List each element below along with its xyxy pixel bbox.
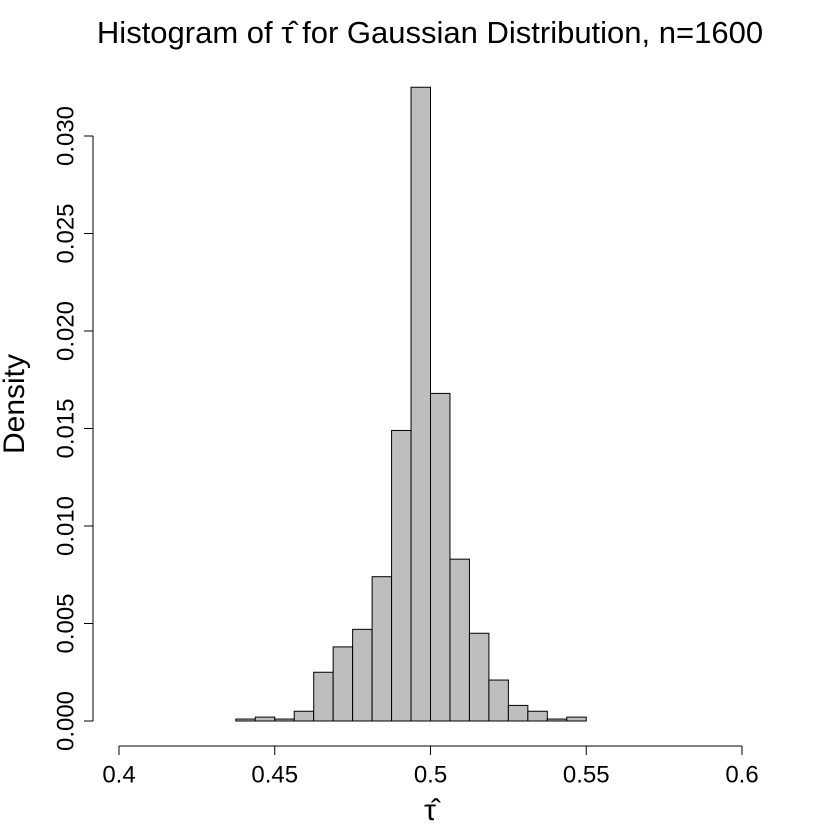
bar xyxy=(468,632,490,722)
y-tick-label: 0.025 xyxy=(52,203,79,263)
y-tick-label: 0.030 xyxy=(52,106,79,166)
bar xyxy=(254,716,276,722)
bar xyxy=(235,718,256,722)
bar xyxy=(371,576,393,722)
bar xyxy=(391,429,412,722)
x-tick-label: 0.4 xyxy=(102,761,135,788)
bar xyxy=(527,710,548,722)
y-tick-label: 0.000 xyxy=(52,691,79,751)
bar xyxy=(566,716,587,722)
y-axis-label: Density xyxy=(0,354,31,454)
x-tick-label: 0.45 xyxy=(251,761,298,788)
bar xyxy=(313,671,334,722)
x-tick-label: 0.55 xyxy=(563,761,610,788)
y-tick-label: 0.010 xyxy=(52,496,79,556)
bar xyxy=(332,646,354,722)
x-axis-label: τ̂ xyxy=(424,794,441,827)
bar xyxy=(488,679,509,722)
bar xyxy=(430,392,451,722)
bar xyxy=(352,628,373,722)
y-tick-label: 0.020 xyxy=(52,301,79,361)
chart-title: Histogram of τ̂ for Gaussian Distributio… xyxy=(97,15,763,50)
bar xyxy=(449,558,470,722)
bar xyxy=(293,710,315,722)
y-tick-label: 0.005 xyxy=(52,593,79,653)
bar xyxy=(507,704,529,722)
bar xyxy=(410,86,431,722)
x-tick-label: 0.6 xyxy=(725,761,758,788)
bar xyxy=(274,718,295,722)
bar xyxy=(546,718,568,722)
x-tick-label: 0.5 xyxy=(414,761,447,788)
y-tick-label: 0.015 xyxy=(52,398,79,458)
